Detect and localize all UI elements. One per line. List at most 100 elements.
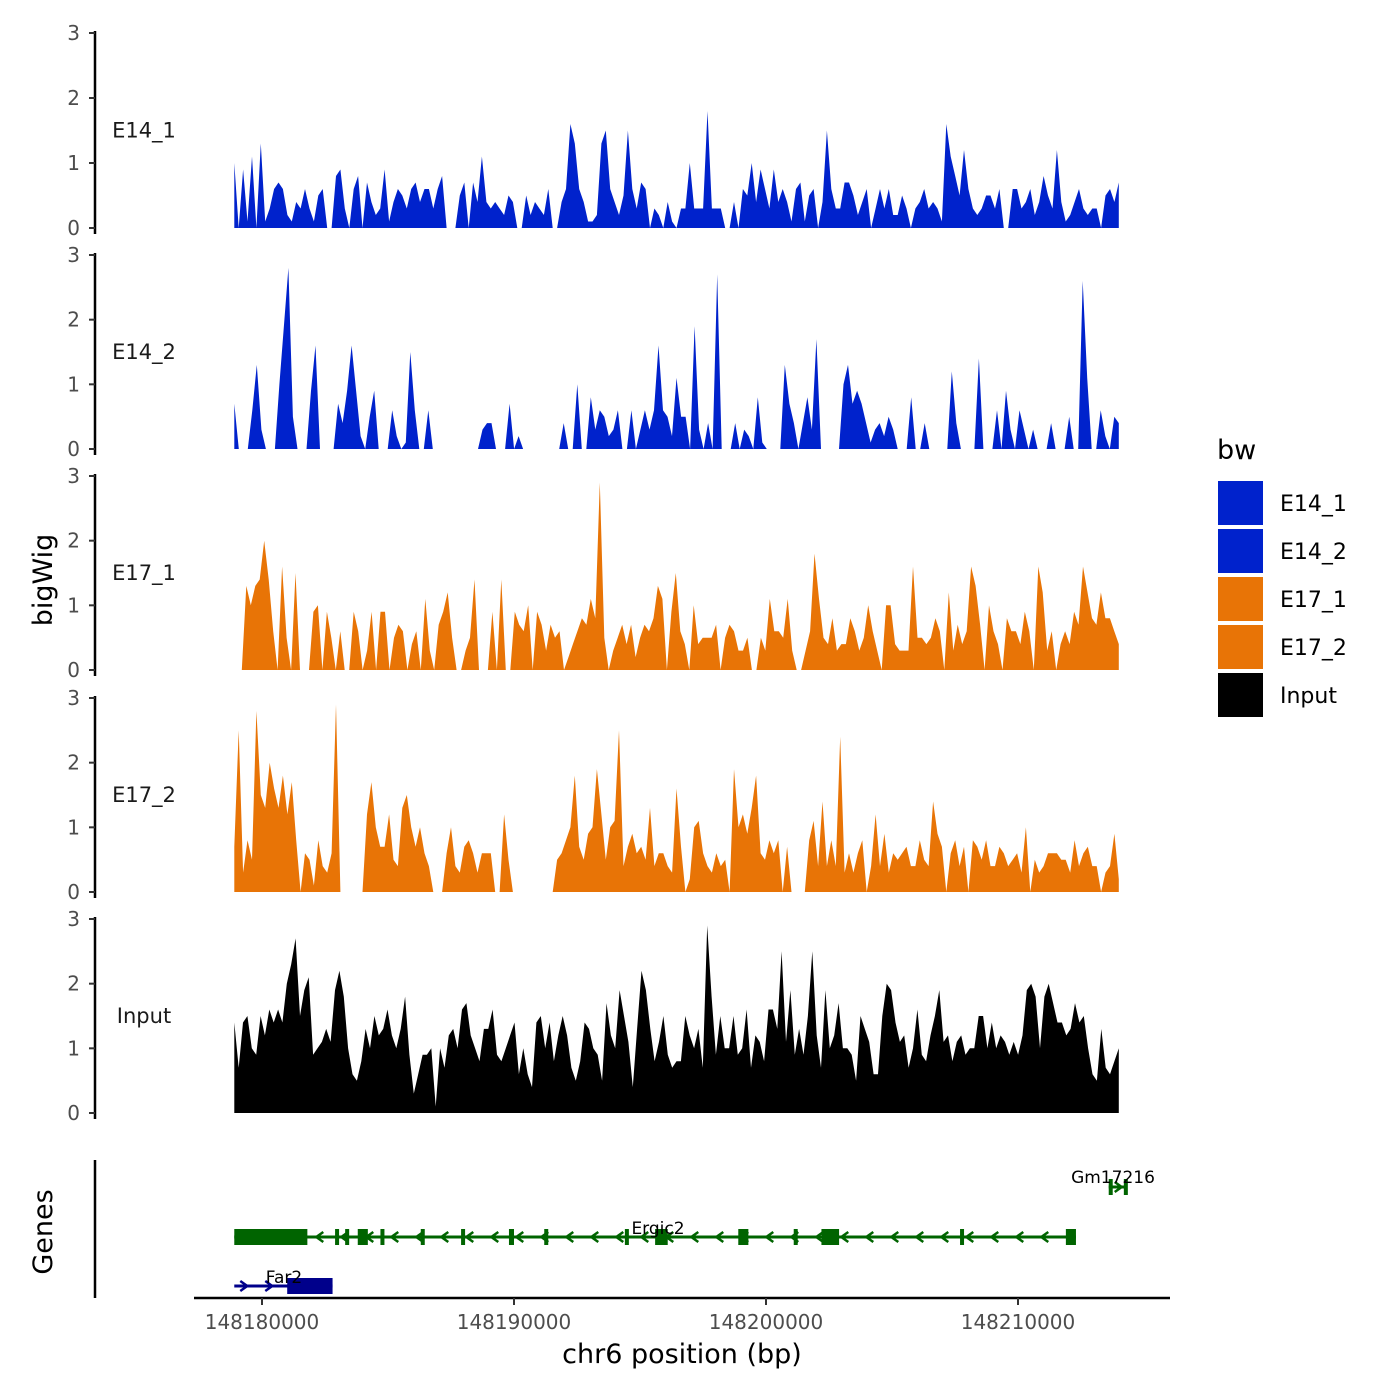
strand-chevron <box>689 1230 700 1244</box>
y-tick-label: 3 <box>67 243 80 267</box>
strand-chevron <box>239 1279 250 1293</box>
strand-chevron <box>764 1230 775 1244</box>
strand-chevron <box>914 1230 925 1244</box>
signal-area-E14_2 <box>234 267 1119 449</box>
gene-exon <box>1108 1179 1113 1195</box>
gene-Ergic2: Ergic2 <box>234 1219 1076 1245</box>
gene-exon <box>544 1229 549 1245</box>
y-tick-label: 3 <box>67 907 80 931</box>
x-tick-label: 148210000 <box>961 1310 1076 1334</box>
strand-chevron <box>864 1230 875 1244</box>
y-tick-label: 2 <box>67 308 80 332</box>
y-tick-label: 3 <box>67 464 80 488</box>
strand-chevron <box>589 1230 600 1244</box>
gene-exon <box>655 1229 668 1245</box>
strand-chevron <box>989 1230 1000 1244</box>
track-label-E14_1: E14_1 <box>112 119 176 144</box>
strand-chevron <box>439 1230 450 1244</box>
legend-title: bw <box>1217 435 1256 466</box>
strand-chevron <box>464 1230 475 1244</box>
signal-area-E17_1 <box>241 482 1119 670</box>
gene-label-Ergic2: Ergic2 <box>631 1219 684 1239</box>
signal-area-E14_1 <box>234 111 1119 228</box>
gene-label-Far2: Far2 <box>266 1268 302 1288</box>
y-tick-label: 2 <box>67 751 80 775</box>
gene-exon <box>821 1229 840 1245</box>
gene-exon <box>335 1229 340 1245</box>
strand-chevron <box>564 1230 575 1244</box>
genes-panel-title: Genes <box>28 1189 59 1274</box>
track-label-E14_2: E14_2 <box>112 340 176 365</box>
strand-chevron <box>314 1230 325 1244</box>
x-axis: 148180000 148190000 148200000 148210000 <box>194 1296 1170 1334</box>
strand-chevron <box>389 1230 400 1244</box>
x-tick-label: 148190000 <box>457 1310 572 1334</box>
track-label-Input: Input <box>117 1004 171 1028</box>
legend-swatch <box>1218 481 1263 525</box>
legend-swatch <box>1218 577 1263 621</box>
track-E14_1: 0 1 2 3 E14_1 <box>67 21 1119 240</box>
gene-Far2: Far2 <box>234 1268 333 1294</box>
y-tick-label: 3 <box>67 21 80 45</box>
track-label-E17_1: E17_1 <box>112 561 176 586</box>
legend-swatch <box>1218 673 1263 717</box>
x-tick-label: 148200000 <box>709 1310 824 1334</box>
legend-item-E14_2: E14_2 <box>1218 529 1347 573</box>
strand-chevron <box>939 1230 950 1244</box>
y-axis-title: bigWig <box>28 534 59 627</box>
track-E17_1: 0 1 2 3 E17_1 <box>67 464 1119 682</box>
y-tick-label: 0 <box>67 216 80 240</box>
track-E17_2: 0 1 2 3 E17_2 <box>67 686 1119 904</box>
gene-exon <box>793 1229 798 1245</box>
x-tick-label: 148180000 <box>205 1310 320 1334</box>
signal-area-E17_2 <box>234 704 1119 892</box>
strand-chevron <box>889 1230 900 1244</box>
legend-swatch <box>1218 625 1263 669</box>
gene-exon <box>420 1229 425 1245</box>
strand-chevron <box>814 1230 825 1244</box>
y-tick-label: 3 <box>67 686 80 710</box>
legend-label: E14_1 <box>1280 492 1347 517</box>
y-tick-label: 1 <box>67 1036 80 1060</box>
legend-label: E17_1 <box>1280 588 1347 613</box>
legend-label: Input <box>1280 684 1337 709</box>
strand-chevron <box>1113 1180 1124 1194</box>
strand-chevron <box>489 1230 500 1244</box>
y-tick-label: 0 <box>67 437 80 461</box>
y-tick-label: 0 <box>67 658 80 682</box>
y-tick-label: 1 <box>67 593 80 617</box>
gene-exon <box>1123 1179 1128 1195</box>
strand-chevron <box>839 1230 850 1244</box>
gene-exon <box>234 1229 308 1245</box>
gene-panel: Gm17216 Ergic2 Far2 <box>93 1160 1155 1298</box>
y-tick-label: 2 <box>67 972 80 996</box>
strand-chevron <box>639 1230 650 1244</box>
strand-chevron <box>964 1230 975 1244</box>
y-tick-label: 1 <box>67 151 80 175</box>
gene-exon <box>357 1229 368 1245</box>
gene-label-Gm17216: Gm17216 <box>1071 1168 1155 1188</box>
signal-area-Input <box>234 925 1119 1113</box>
legend-item-Input: Input <box>1218 673 1337 717</box>
bigwig-tracks: 0 1 2 3 E14_1 0 1 2 3 E14_2 0 1 2 3 E17_1 0 1 2 3 E17_2 0 1 2 3… <box>67 21 1119 1125</box>
strand-chevron <box>1014 1230 1025 1244</box>
gene-exon <box>461 1229 466 1245</box>
track-E14_2: 0 1 2 3 E14_2 <box>67 243 1119 461</box>
gene-exon <box>624 1229 629 1245</box>
legend-label: E14_2 <box>1280 540 1347 565</box>
gene-exon <box>960 1229 965 1245</box>
y-tick-label: 2 <box>67 529 80 553</box>
strand-chevron <box>514 1230 525 1244</box>
track-label-E17_2: E17_2 <box>112 783 176 808</box>
legend-item-E14_1: E14_1 <box>1218 481 1347 525</box>
legend-item-E17_2: E17_2 <box>1218 625 1347 669</box>
gene-exon <box>345 1229 350 1245</box>
gene-Gm17216: Gm17216 <box>1071 1168 1155 1195</box>
strand-chevron <box>614 1230 625 1244</box>
strand-chevron <box>714 1230 725 1244</box>
y-tick-label: 0 <box>67 1101 80 1125</box>
gene-exon <box>380 1229 385 1245</box>
legend-label: E17_2 <box>1280 636 1347 661</box>
legend-swatch <box>1218 529 1263 573</box>
